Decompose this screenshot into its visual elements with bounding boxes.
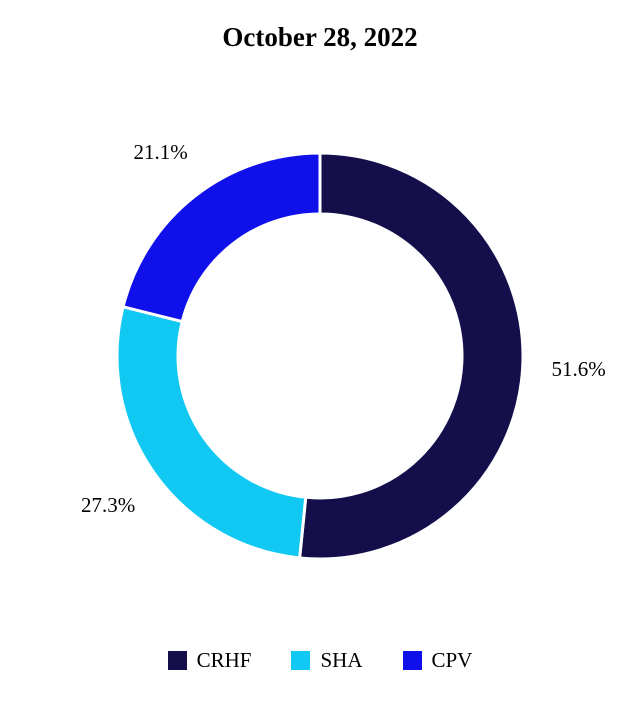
legend-swatch-cpv (402, 651, 422, 670)
legend-label-sha: SHA (320, 648, 363, 672)
legend-label-cpv: CPV (431, 648, 473, 672)
data-label-cpv: 21.1% (133, 140, 187, 164)
legend-item-cpv: CPV (402, 648, 473, 673)
data-label-crhf: 51.6% (552, 357, 606, 381)
legend-swatch-sha (291, 651, 311, 670)
slice-crhf (297, 151, 525, 561)
data-label-sha: 27.3% (81, 493, 135, 517)
legend-swatch-crhf (167, 651, 187, 670)
legend-label-crhf: CRHF (196, 648, 252, 672)
legend-item-crhf: CRHF (167, 648, 252, 673)
slice-cpv (121, 151, 322, 324)
chart-title: October 28, 2022 (222, 22, 418, 52)
slice-sha (115, 304, 308, 560)
legend: CRHF SHA CPV (0, 648, 640, 673)
legend-item-sha: SHA (291, 648, 363, 673)
